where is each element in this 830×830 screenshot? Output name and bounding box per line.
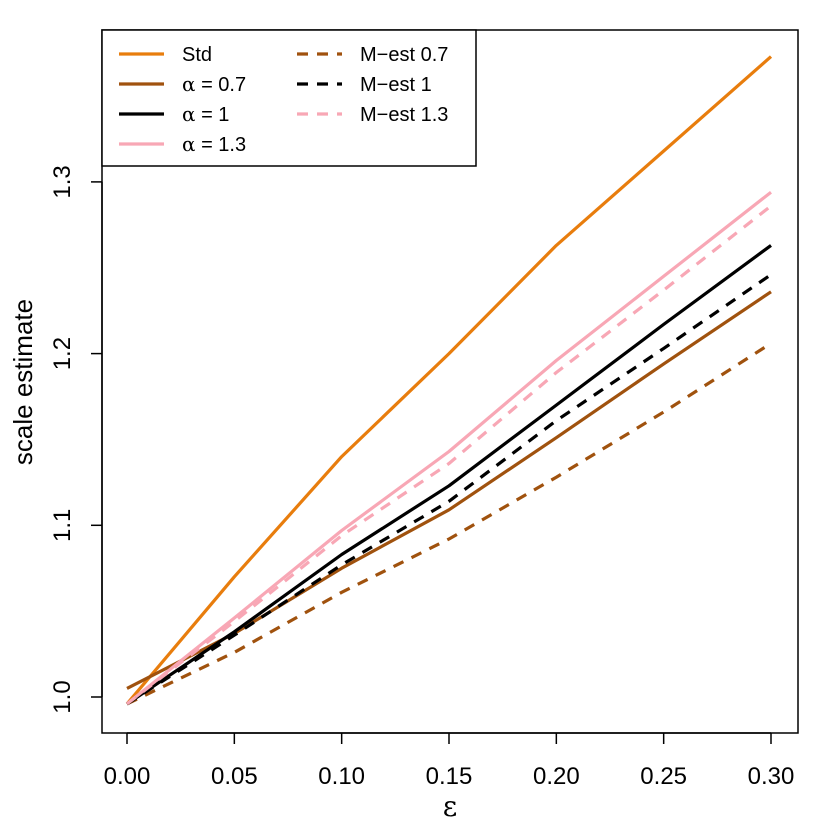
series-line-7 [126, 204, 772, 706]
y-tick-label: 1.2 [49, 337, 76, 370]
x-axis-label: ε [443, 790, 458, 823]
series-line-6 [126, 273, 772, 706]
legend-label-5: M−est 0.7 [360, 44, 448, 66]
x-tick-label: 0.25 [640, 763, 687, 790]
x-tick-label: 0.20 [533, 763, 580, 790]
legend: Std α = 0.7 α = 1 α = 1.3 M−est 0.7 M−est 1 M−… [101, 29, 477, 167]
legend-label-6: M−est 1 [360, 74, 432, 96]
x-tick-label: 0.10 [318, 763, 365, 790]
legend-label-3: α = 1 [182, 102, 229, 126]
legend-box [101, 29, 477, 167]
series-line-1 [125, 55, 773, 705]
y-tick-label: 1.0 [49, 680, 76, 713]
x-tick-label: 0.15 [426, 763, 473, 790]
x-tick-label: 0.05 [211, 763, 258, 790]
series-line-4 [126, 190, 772, 706]
series-line-5 [126, 341, 772, 706]
y-tick-label: 1.3 [49, 165, 76, 198]
y-axis-label: scale estimate [8, 299, 38, 465]
x-axis: 0.00 0.05 0.10 0.15 0.20 0.25 0.30 [104, 732, 795, 790]
legend-label-2: α = 0.7 [182, 72, 246, 96]
legend-label-7: M−est 1.3 [360, 104, 448, 126]
y-axis: 1.0 1.1 1.2 1.3 [49, 165, 103, 714]
series-layer [125, 55, 773, 706]
series-line-3 [126, 244, 772, 706]
x-tick-label: 0.00 [104, 763, 151, 790]
y-tick-label: 1.1 [49, 509, 76, 542]
legend-label-1: Std [182, 44, 212, 66]
legend-label-4: α = 1.3 [182, 132, 246, 156]
x-tick-label: 0.30 [748, 763, 795, 790]
